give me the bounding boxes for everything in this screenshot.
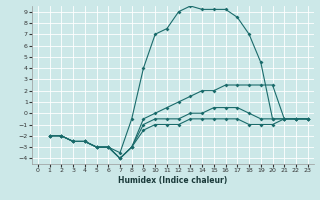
X-axis label: Humidex (Indice chaleur): Humidex (Indice chaleur) (118, 176, 228, 185)
